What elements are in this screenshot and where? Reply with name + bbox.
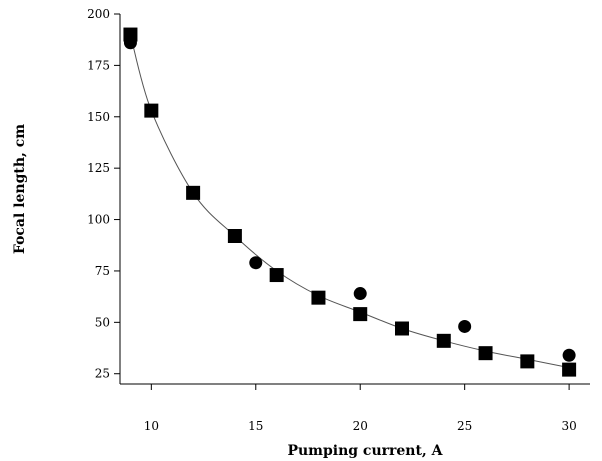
square-marker [311, 290, 326, 305]
circle-marker [353, 287, 367, 301]
circle-marker [249, 256, 263, 270]
fit-curve [129, 34, 570, 369]
square-marker [562, 362, 577, 377]
y-tick-label: 125 [87, 161, 110, 175]
y-axis-ticks: 25 50 75 100 125 150 175 200 [87, 7, 120, 381]
square-marker [353, 307, 368, 322]
x-tick-label: 15 [248, 419, 263, 433]
square-marker [478, 346, 493, 361]
y-tick-label: 200 [87, 7, 110, 21]
x-tick-label: 30 [561, 419, 576, 433]
circle-marker [562, 348, 576, 362]
y-tick-label: 75 [95, 264, 110, 278]
x-tick-label: 10 [144, 419, 159, 433]
circle-marker [123, 36, 137, 50]
square-marker [186, 185, 201, 200]
data-markers [123, 27, 577, 377]
x-axis-ticks: 10 15 20 25 30 [144, 384, 577, 433]
x-tick-label: 25 [457, 419, 472, 433]
square-marker [395, 321, 409, 336]
circle-marker [458, 319, 472, 333]
square-marker [436, 333, 451, 348]
y-tick-label: 175 [87, 58, 110, 72]
y-tick-label: 25 [95, 367, 110, 381]
square-marker [520, 354, 535, 369]
square-marker [144, 103, 159, 118]
x-axis-title: Pumping current, A [287, 443, 443, 459]
y-axis-title: Focal length, cm [12, 124, 28, 254]
y-tick-label: 150 [87, 110, 110, 124]
y-tick-label: 50 [95, 315, 110, 329]
x-tick-label: 20 [353, 419, 368, 433]
square-marker [269, 268, 284, 283]
y-tick-label: 100 [87, 213, 110, 227]
square-marker [227, 229, 242, 243]
